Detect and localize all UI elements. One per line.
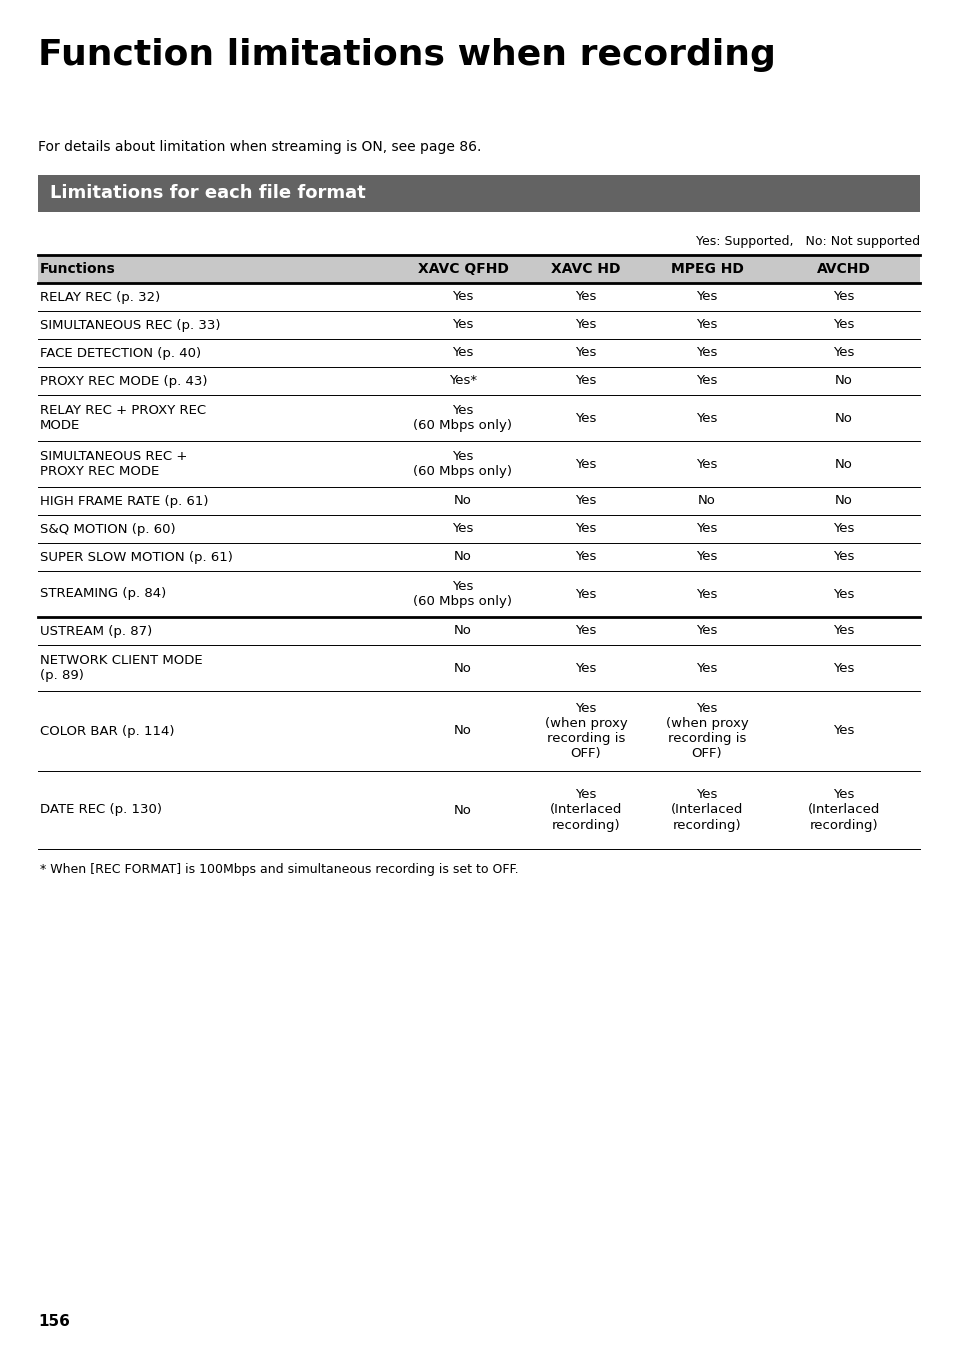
Text: Yes: Yes: [452, 319, 474, 331]
Text: Yes: Yes: [575, 290, 596, 304]
Text: Yes: Supported,   No: Not supported: Yes: Supported, No: Not supported: [695, 235, 919, 248]
Text: Limitations for each file format: Limitations for each file format: [50, 185, 365, 202]
Text: Yes
(60 Mbps only): Yes (60 Mbps only): [413, 579, 512, 608]
Text: Yes: Yes: [696, 588, 717, 601]
Text: Yes: Yes: [832, 522, 854, 536]
Text: Yes: Yes: [575, 411, 596, 425]
Text: Yes: Yes: [832, 661, 854, 674]
Text: HIGH FRAME RATE (p. 61): HIGH FRAME RATE (p. 61): [40, 494, 209, 508]
Text: For details about limitation when streaming is ON, see page 86.: For details about limitation when stream…: [38, 140, 481, 153]
Text: XAVC QFHD: XAVC QFHD: [417, 262, 508, 275]
Text: No: No: [454, 624, 472, 638]
Text: DATE REC (p. 130): DATE REC (p. 130): [40, 803, 162, 817]
Text: Yes: Yes: [575, 346, 596, 360]
Text: NETWORK CLIENT MODE
(p. 89): NETWORK CLIENT MODE (p. 89): [40, 654, 202, 683]
Text: USTREAM (p. 87): USTREAM (p. 87): [40, 624, 152, 638]
Text: SIMULTANEOUS REC +
PROXY REC MODE: SIMULTANEOUS REC + PROXY REC MODE: [40, 451, 187, 478]
Text: Yes
(Interlaced
recording): Yes (Interlaced recording): [549, 788, 621, 832]
Text: No: No: [454, 725, 472, 737]
Text: Yes: Yes: [696, 375, 717, 388]
Text: Yes: Yes: [575, 588, 596, 601]
Text: Yes: Yes: [696, 290, 717, 304]
Text: Yes
(60 Mbps only): Yes (60 Mbps only): [413, 451, 512, 478]
Text: STREAMING (p. 84): STREAMING (p. 84): [40, 588, 166, 601]
Text: Yes: Yes: [832, 319, 854, 331]
Text: Yes: Yes: [832, 346, 854, 360]
Text: * When [REC FORMAT] is 100Mbps and simultaneous recording is set to OFF.: * When [REC FORMAT] is 100Mbps and simul…: [40, 863, 518, 877]
Text: Yes: Yes: [696, 457, 717, 471]
Text: SUPER SLOW MOTION (p. 61): SUPER SLOW MOTION (p. 61): [40, 551, 233, 563]
Text: Yes: Yes: [696, 346, 717, 360]
Bar: [38, 255, 919, 284]
Text: Yes: Yes: [452, 522, 474, 536]
Text: S&Q MOTION (p. 60): S&Q MOTION (p. 60): [40, 522, 175, 536]
Text: Yes
(when proxy
recording is
OFF): Yes (when proxy recording is OFF): [665, 702, 747, 760]
Text: No: No: [834, 457, 852, 471]
Text: No: No: [834, 375, 852, 388]
Text: RELAY REC (p. 32): RELAY REC (p. 32): [40, 290, 160, 304]
Text: 156: 156: [38, 1314, 70, 1329]
Text: Yes: Yes: [832, 725, 854, 737]
Text: Yes: Yes: [696, 551, 717, 563]
Text: PROXY REC MODE (p. 43): PROXY REC MODE (p. 43): [40, 375, 208, 388]
Text: Yes
(when proxy
recording is
OFF): Yes (when proxy recording is OFF): [544, 702, 627, 760]
Text: Yes
(Interlaced
recording): Yes (Interlaced recording): [670, 788, 742, 832]
Text: Yes: Yes: [575, 375, 596, 388]
Text: Yes: Yes: [575, 319, 596, 331]
Text: No: No: [454, 551, 472, 563]
Text: Yes
(60 Mbps only): Yes (60 Mbps only): [413, 404, 512, 432]
Text: Yes: Yes: [832, 290, 854, 304]
Text: Function limitations when recording: Function limitations when recording: [38, 38, 775, 72]
Text: Yes: Yes: [696, 319, 717, 331]
Text: RELAY REC + PROXY REC
MODE: RELAY REC + PROXY REC MODE: [40, 404, 206, 432]
Text: No: No: [834, 411, 852, 425]
Text: Yes: Yes: [575, 457, 596, 471]
Text: SIMULTANEOUS REC (p. 33): SIMULTANEOUS REC (p. 33): [40, 319, 220, 331]
Text: Yes: Yes: [696, 411, 717, 425]
Text: Yes: Yes: [696, 624, 717, 638]
Text: No: No: [698, 494, 715, 508]
Text: Yes: Yes: [575, 522, 596, 536]
Text: Yes: Yes: [452, 346, 474, 360]
Text: No: No: [454, 803, 472, 817]
Text: Functions: Functions: [40, 262, 115, 275]
Text: Yes: Yes: [696, 522, 717, 536]
Text: COLOR BAR (p. 114): COLOR BAR (p. 114): [40, 725, 174, 737]
Bar: [38, 175, 919, 212]
Text: No: No: [834, 494, 852, 508]
Text: Yes
(Interlaced
recording): Yes (Interlaced recording): [807, 788, 880, 832]
Text: Yes: Yes: [575, 494, 596, 508]
Text: No: No: [454, 661, 472, 674]
Text: XAVC HD: XAVC HD: [551, 262, 620, 275]
Text: Yes: Yes: [696, 661, 717, 674]
Text: FACE DETECTION (p. 40): FACE DETECTION (p. 40): [40, 346, 201, 360]
Text: Yes: Yes: [575, 551, 596, 563]
Text: Yes*: Yes*: [449, 375, 476, 388]
Text: Yes: Yes: [832, 551, 854, 563]
Text: AVCHD: AVCHD: [816, 262, 870, 275]
Text: MPEG HD: MPEG HD: [670, 262, 742, 275]
Text: Yes: Yes: [452, 290, 474, 304]
Text: Yes: Yes: [575, 624, 596, 638]
Text: Yes: Yes: [832, 624, 854, 638]
Text: No: No: [454, 494, 472, 508]
Text: Yes: Yes: [575, 661, 596, 674]
Text: Yes: Yes: [832, 588, 854, 601]
